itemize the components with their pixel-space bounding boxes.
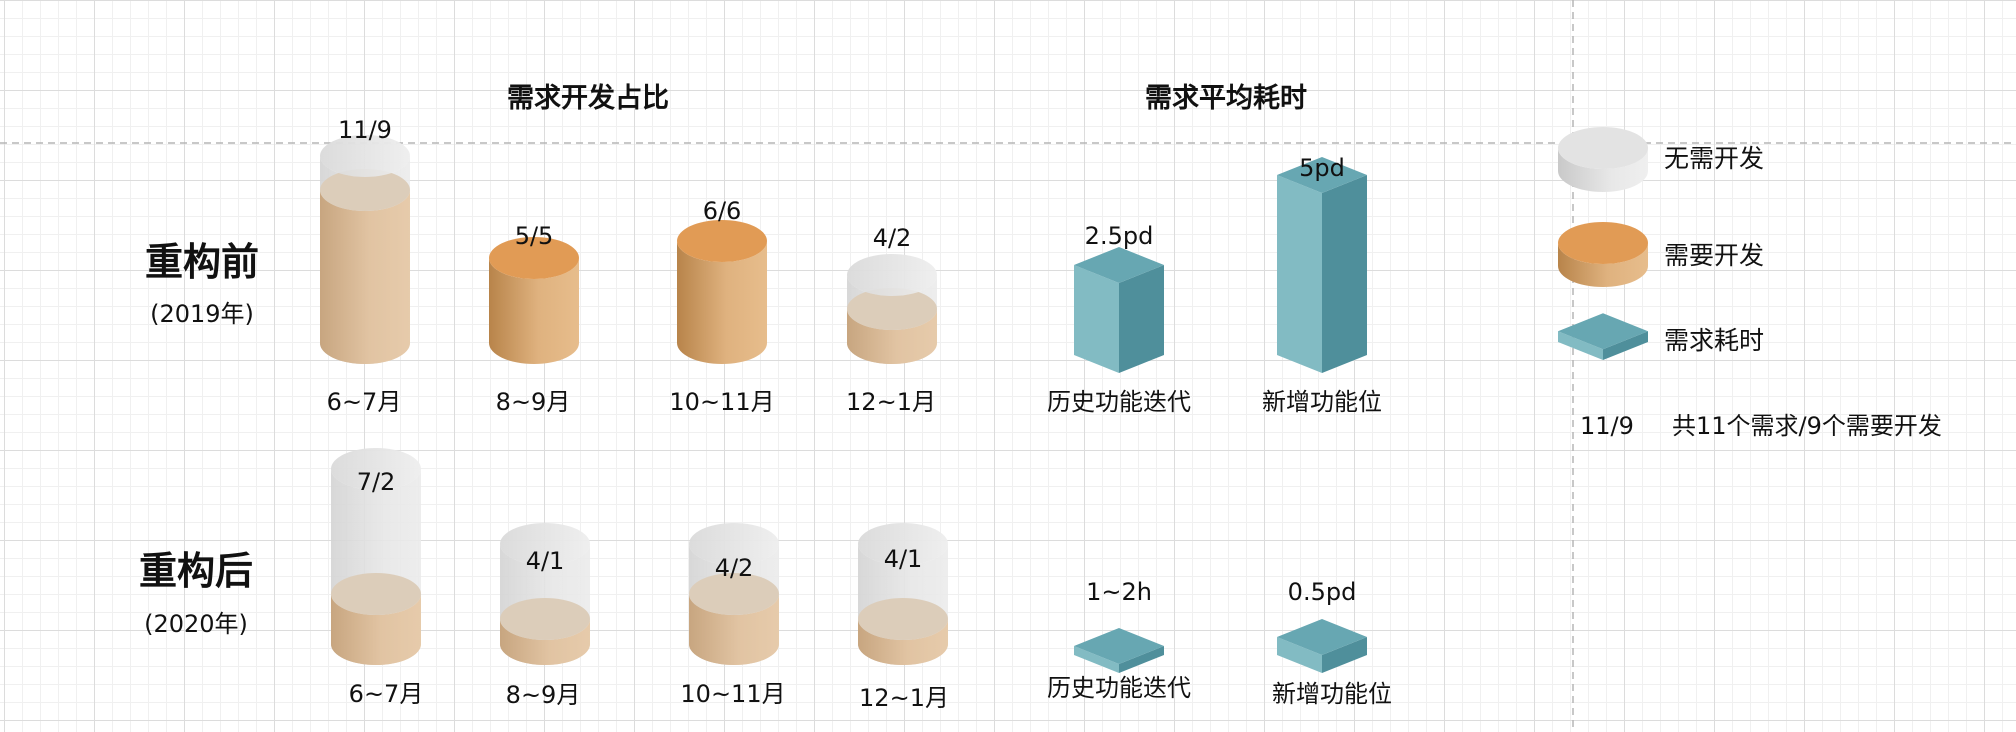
row-label-before: 重构前 [144,240,260,284]
cylinder-after-0-glass [331,469,421,665]
cylinder-after-2-gray-top [689,523,779,565]
box-after-1-top-face [1277,619,1367,655]
cylinder-after-3-gray-top [858,523,948,565]
cylinder-after-0-orange-body [331,594,421,665]
value-label: 4/2 [872,224,912,252]
value-label: 11/9 [338,116,392,144]
legend-gray-disk-top [1558,127,1648,169]
box-after-1-left-face [1277,637,1322,673]
cylinder-before-2-orange-body [677,241,767,364]
value-label: 5pd [1299,154,1345,182]
value-label: 4/1 [525,547,565,575]
box-before-1-right-face [1322,175,1367,373]
category-label: 10~11月 [669,388,775,416]
cylinder-after-3-orange-top [858,598,948,640]
box-before-1-left-face [1277,175,1322,373]
legend-orange-disk-body [1558,243,1648,287]
cylinder-after-2-glass [689,544,779,665]
category-label: 8~9月 [505,681,581,709]
cylinder-after-0-gray-top [331,448,421,490]
category-label: 6~7月 [326,388,402,416]
row-year-after: (2020年) [144,610,248,638]
legend-orange-disk-top [1558,222,1648,264]
box-before-0-right-face [1119,265,1164,373]
box-before-0-left-face [1074,265,1119,373]
box-after-0-left-face [1074,646,1119,673]
legend-label-need-dev: 需要开发 [1664,241,1765,270]
category-label: 历史功能迭代 [1047,388,1191,416]
value-label: 5/5 [514,222,554,250]
cylinder-after-0-orange-top [331,573,421,615]
value-label: 2.5pd [1084,222,1154,250]
cylinder-before-0-orange-body [320,190,410,364]
value-label: 4/1 [883,545,923,573]
legend-label-no-dev: 无需开发 [1664,144,1765,173]
cylinder-before-2-orange-top [677,220,767,262]
value-label: 7/2 [356,468,396,496]
cylinder-after-3-glass [858,544,948,665]
cylinder-after-2-orange-top [689,573,779,615]
value-label: 1~2h [1086,578,1152,606]
category-label: 新增功能位 [1262,388,1382,416]
cylinder-after-1-orange-body [500,619,590,665]
category-label: 历史功能迭代 [1047,674,1191,702]
category-label: 新增功能位 [1272,680,1392,708]
legend-example-value: 11/9 [1580,412,1634,440]
category-label: 12~1月 [846,388,936,416]
value-label: 6/6 [702,197,742,225]
legend-teal-slab-right-face [1603,331,1648,360]
legend-example-text: 共11个需求/9个需要开发 [1672,412,1942,440]
time-chart-title: 需求平均耗时 [1145,83,1307,114]
cylinder-before-1-orange-top [489,237,579,279]
cylinder-before-3-gray-top [847,254,937,296]
category-label: 6~7月 [348,680,424,708]
cylinder-after-1-gray-top [500,523,590,565]
cylinder-before-3-glass [847,275,937,364]
cylinder-before-1-orange-body [489,258,579,364]
box-after-0-right-face [1119,646,1164,673]
category-label: 8~9月 [495,388,571,416]
ratio-chart-title: 需求开发占比 [507,83,669,114]
box-after-0-top-face [1074,628,1164,664]
box-before-0-top-face [1074,247,1164,283]
box-before-1-top-face [1277,157,1367,193]
value-label: 4/2 [714,554,754,582]
category-label: 10~11月 [680,680,786,708]
legend-gray-disk-body [1558,148,1648,192]
cylinder-before-3-orange-body [847,309,937,364]
row-label-after: 重构后 [138,549,254,593]
cylinder-after-3-orange-body [858,619,948,665]
cylinder-before-0-glass [320,156,410,364]
value-label: 0.5pd [1287,578,1357,606]
box-after-1-right-face [1322,637,1367,673]
row-year-before: (2019年) [150,300,254,328]
cylinder-after-2-orange-body [689,594,779,665]
category-label: 12~1月 [859,684,949,712]
legend-teal-slab-left-face [1558,331,1603,360]
legend-teal-slab-top-face [1558,313,1648,350]
cylinder-before-3-orange-top [847,288,937,330]
cylinder-before-0-gray-top [320,135,410,177]
cylinder-after-1-glass [500,544,590,665]
cylinder-before-0-orange-top [320,169,410,211]
cylinder-after-1-orange-top [500,598,590,640]
legend-label-time: 需求耗时 [1664,326,1765,355]
